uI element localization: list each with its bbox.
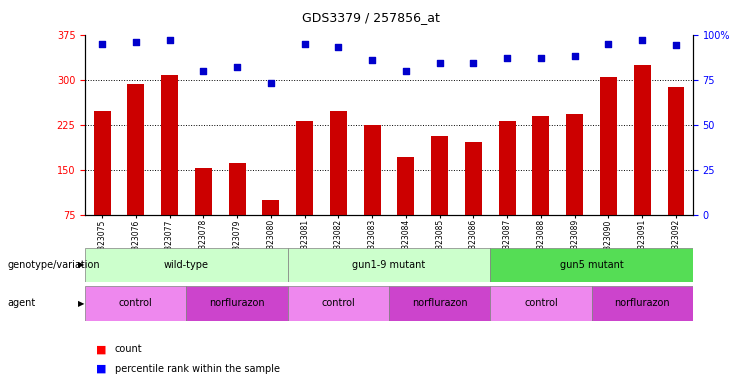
Point bbox=[433, 60, 445, 66]
Point bbox=[96, 41, 108, 47]
Text: GDS3379 / 257856_at: GDS3379 / 257856_at bbox=[302, 12, 439, 25]
Text: norflurazon: norflurazon bbox=[614, 298, 670, 308]
Bar bbox=[591, 286, 693, 321]
Bar bbox=[600, 77, 617, 215]
Point bbox=[197, 68, 209, 74]
Bar bbox=[668, 87, 685, 215]
Text: agent: agent bbox=[7, 298, 36, 308]
Point bbox=[265, 80, 277, 86]
Point bbox=[501, 55, 513, 61]
Bar bbox=[85, 248, 288, 282]
Point bbox=[400, 68, 412, 74]
Text: count: count bbox=[115, 344, 142, 354]
Bar bbox=[85, 286, 187, 321]
Point bbox=[670, 42, 682, 48]
Bar bbox=[499, 121, 516, 215]
Point bbox=[333, 44, 345, 50]
Text: control: control bbox=[524, 298, 558, 308]
Bar bbox=[364, 125, 381, 215]
Text: gun5 mutant: gun5 mutant bbox=[559, 260, 623, 270]
Text: norflurazon: norflurazon bbox=[412, 298, 468, 308]
Bar bbox=[330, 111, 347, 215]
Text: gun1-9 mutant: gun1-9 mutant bbox=[353, 260, 425, 270]
Point bbox=[231, 64, 243, 70]
Bar bbox=[262, 200, 279, 215]
Bar bbox=[127, 84, 144, 215]
Point bbox=[130, 39, 142, 45]
Text: control: control bbox=[322, 298, 355, 308]
Bar bbox=[431, 136, 448, 215]
Point bbox=[468, 60, 479, 66]
Text: wild-type: wild-type bbox=[164, 260, 209, 270]
Bar bbox=[634, 65, 651, 215]
Point bbox=[637, 37, 648, 43]
Bar bbox=[288, 286, 389, 321]
Bar bbox=[491, 286, 591, 321]
Point bbox=[602, 41, 614, 47]
Text: ▶: ▶ bbox=[78, 299, 84, 308]
Text: control: control bbox=[119, 298, 153, 308]
Point bbox=[299, 41, 310, 47]
Bar bbox=[397, 157, 414, 215]
Point bbox=[569, 53, 581, 59]
Point bbox=[164, 37, 176, 43]
Bar bbox=[533, 116, 549, 215]
Bar bbox=[389, 286, 491, 321]
Bar bbox=[161, 75, 178, 215]
Text: ▶: ▶ bbox=[78, 260, 84, 270]
Text: ■: ■ bbox=[96, 364, 107, 374]
Text: genotype/variation: genotype/variation bbox=[7, 260, 100, 270]
Bar bbox=[296, 121, 313, 215]
Text: ■: ■ bbox=[96, 344, 107, 354]
Text: percentile rank within the sample: percentile rank within the sample bbox=[115, 364, 280, 374]
Point bbox=[535, 55, 547, 61]
Point bbox=[366, 57, 378, 63]
Bar bbox=[566, 114, 583, 215]
Bar bbox=[93, 111, 110, 215]
Text: norflurazon: norflurazon bbox=[209, 298, 265, 308]
Bar bbox=[195, 168, 212, 215]
Bar bbox=[288, 248, 491, 282]
Bar bbox=[491, 248, 693, 282]
Bar bbox=[465, 142, 482, 215]
Bar bbox=[187, 286, 288, 321]
Bar bbox=[229, 163, 245, 215]
